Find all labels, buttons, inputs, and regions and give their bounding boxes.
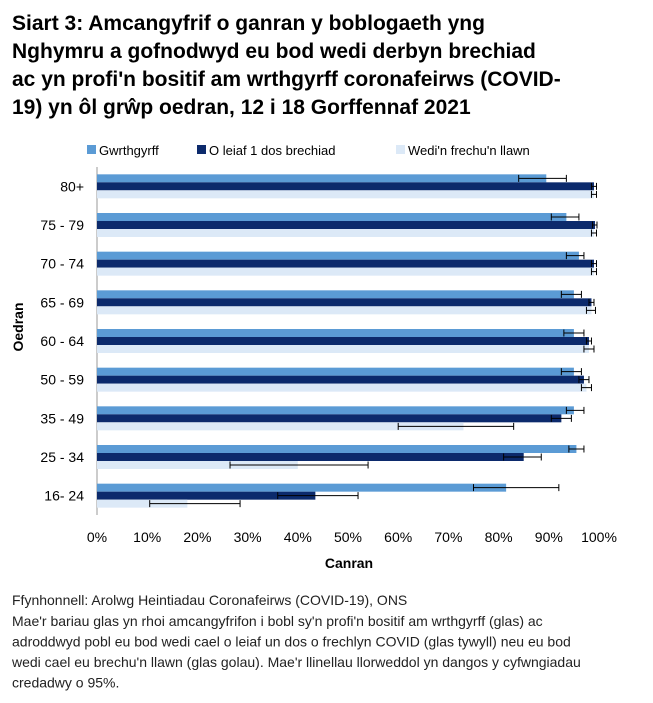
bar [97,453,524,461]
bar [97,329,574,337]
x-tick-label: 70% [434,529,462,545]
legend-swatch [87,145,96,154]
bar [97,221,595,229]
bar [97,367,574,376]
x-tick-label: 20% [183,529,211,545]
y-tick-label: 25 - 34 [40,449,84,465]
y-tick-label: 75 - 79 [40,217,84,233]
bar [97,213,567,221]
y-axis-label: Oedran [10,302,26,351]
bar [97,406,574,415]
error-bar [563,329,585,337]
x-tick-label: 100% [581,529,617,545]
x-tick-label: 40% [284,529,312,545]
legend-swatch [396,145,405,154]
bar [97,298,592,307]
y-tick-label: 80+ [60,178,84,194]
error-bar [580,384,592,392]
error-bar [277,492,359,500]
y-tick-label: 16- 24 [44,488,84,504]
x-tick-label: 10% [133,529,161,545]
bar [97,190,594,199]
error-bar [565,406,585,414]
bar [97,445,577,453]
error-bar [590,268,597,276]
error-bar [560,290,582,298]
error-bar [590,229,597,237]
bar [97,229,594,237]
chart-title: Siart 3: Amcangyfrif o ganran y boblogae… [12,12,485,35]
x-tick-label: 30% [234,529,262,545]
y-tick-label: 60 - 64 [40,333,84,349]
legend-label: O leiaf 1 dos brechiad [209,143,335,158]
x-tick-label: 80% [485,529,513,545]
error-bar [585,337,592,345]
x-axis-label: Canran [325,555,373,571]
y-tick-label: 70 - 74 [40,256,84,272]
chart-title: 19) yn ôl grŵp oedran, 12 i 18 Gorffenna… [12,96,471,119]
bar [97,345,589,353]
bar [97,251,579,260]
bar [97,306,592,315]
error-bar [590,260,597,268]
bar [97,337,589,345]
x-tick-label: 50% [334,529,362,545]
bar [97,422,464,431]
legend-label: Wedi'n frechu'n llawn [408,143,530,158]
x-tick-label: 60% [384,529,412,545]
source: Ffynhonnell: Arolwg Heintiadau Coronafei… [12,592,407,608]
chart-title: ac yn profi'n bositif am wrthgyrff coron… [12,68,561,91]
error-bar [550,414,572,422]
error-bar [585,306,596,314]
error-bar [518,174,567,182]
bar [97,267,594,276]
bar [97,174,547,183]
bar [97,375,584,384]
error-bar [578,376,590,384]
bar [97,414,562,423]
legend-label: Gwrthgyrff [99,143,159,158]
note: Mae'r bariau glas yn rhoi amcangyfrifon … [12,613,543,629]
bar [97,461,298,469]
y-tick-label: 65 - 69 [40,294,84,310]
note: adroddwyd pobl eu bod wedi cael o leiaf … [12,634,571,650]
error-bar [590,182,597,190]
y-tick-label: 35 - 49 [40,410,84,426]
error-bar [397,422,515,430]
bar [97,182,594,191]
error-bar [583,345,595,353]
bar [97,290,574,299]
error-bar [473,484,560,492]
legend-swatch [197,145,206,154]
note: wedi cael eu brechu'n llawn (glas golau)… [11,654,581,670]
error-bar [565,252,585,260]
error-bar [149,500,241,508]
x-tick-label: 0% [87,529,107,545]
error-bar [591,221,598,229]
bar [97,499,188,508]
error-bar [550,213,580,221]
note: credadwy o 95%. [12,675,119,691]
error-bar [590,190,597,198]
x-tick-label: 90% [535,529,563,545]
bar [97,383,587,392]
bar [97,483,507,492]
error-bar [588,298,595,306]
chart-title: Nghymru a gofnodwyd eu bod wedi derbyn b… [12,40,536,63]
error-bar [503,453,542,461]
bar [97,259,594,268]
error-bar [560,368,582,376]
bar [97,491,316,500]
error-bar [229,461,369,469]
error-bar [568,445,585,453]
y-tick-label: 50 - 59 [40,372,84,388]
